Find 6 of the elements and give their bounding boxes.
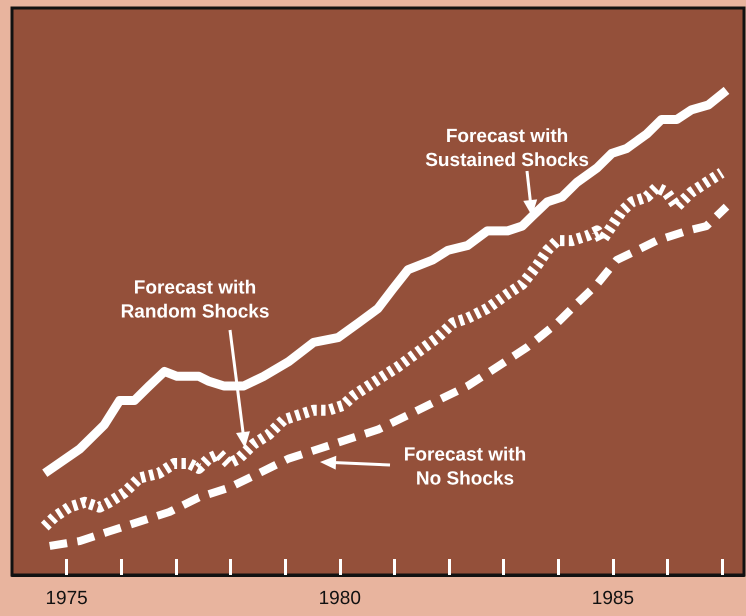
- annotation: Forecast with No Shocks: [404, 444, 526, 490]
- x-tick-label: 1975: [45, 588, 88, 609]
- x-tick-label: 1980: [318, 588, 361, 609]
- annotation: Forecast with Random Shocks: [120, 278, 270, 322]
- x-tick-label: 1985: [592, 588, 634, 609]
- annotation: Forecast with Sustained Shocks: [425, 126, 589, 171]
